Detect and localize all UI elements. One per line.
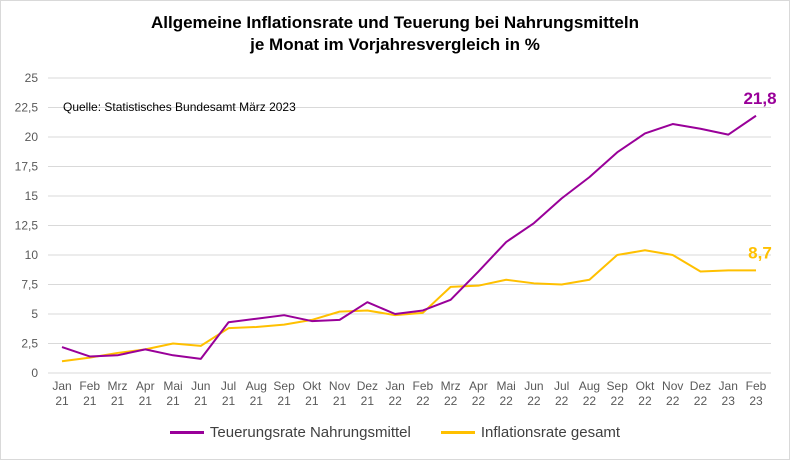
x-tick-label: Mrz <box>108 379 128 393</box>
x-tick-label: 21 <box>305 394 319 408</box>
x-tick-label: 21 <box>139 394 153 408</box>
x-tick-label: 22 <box>444 394 458 408</box>
y-tick-label: 20 <box>25 130 39 144</box>
x-tick-label: 22 <box>499 394 513 408</box>
x-tick-label: Jul <box>554 379 569 393</box>
x-tick-label: Jan <box>52 379 71 393</box>
x-tick-label: 21 <box>250 394 264 408</box>
y-tick-label: 17,5 <box>15 160 39 174</box>
x-tick-label: 22 <box>583 394 597 408</box>
x-tick-label: Nov <box>329 379 350 393</box>
x-tick-label: 22 <box>472 394 486 408</box>
x-tick-label: Dez <box>357 379 378 393</box>
legend-item-inflation: Inflationsrate gesamt <box>440 424 621 441</box>
end-value-label: 8,7 <box>748 243 772 262</box>
x-tick-label: 22 <box>388 394 402 408</box>
x-tick-label: 22 <box>694 394 708 408</box>
legend-swatch <box>440 431 475 434</box>
x-tick-label: Mai <box>496 379 515 393</box>
x-tick-label: 23 <box>749 394 763 408</box>
x-tick-label: Mai <box>163 379 182 393</box>
x-tick-label: Aug <box>246 379 267 393</box>
x-tick-label: Apr <box>469 379 488 393</box>
y-tick-label: 12,5 <box>15 219 39 233</box>
x-tick-label: 21 <box>55 394 69 408</box>
x-tick-label: 22 <box>638 394 652 408</box>
y-tick-label: 10 <box>25 248 39 262</box>
y-tick-label: 15 <box>25 189 39 203</box>
x-tick-label: 21 <box>166 394 180 408</box>
x-tick-label: Jun <box>524 379 543 393</box>
x-tick-label: 22 <box>666 394 680 408</box>
x-tick-label: 21 <box>222 394 236 408</box>
x-tick-label: 21 <box>111 394 125 408</box>
chart-title-line-2: je Monat im Vorjahresvergleich in % <box>250 35 540 54</box>
series-line-inflation <box>61 249 756 363</box>
x-tick-label: Okt <box>636 379 655 393</box>
x-tick-label: 21 <box>361 394 375 408</box>
legend-label: Inflationsrate gesamt <box>480 424 621 441</box>
chart-title-line-1: Allgemeine Inflationsrate und Teuerung b… <box>150 13 639 32</box>
y-tick-label: 25 <box>25 71 39 85</box>
x-tick-label: Aug <box>579 379 600 393</box>
x-tick-label: 23 <box>722 394 736 408</box>
y-tick-label: 7,5 <box>21 278 38 292</box>
legend-item-food: Teuerungsrate Nahrungsmittel <box>169 424 411 441</box>
y-tick-label: 5 <box>31 307 38 321</box>
end-value-label: 21,8 <box>743 89 776 108</box>
y-tick-label: 0 <box>31 366 38 380</box>
x-tick-label: Feb <box>79 379 100 393</box>
x-tick-label: 22 <box>555 394 569 408</box>
plot-area: 02,557,51012,51517,52022,525Jan21Feb21Mr… <box>15 71 777 408</box>
x-tick-label: Feb <box>746 379 767 393</box>
x-tick-label: 21 <box>194 394 208 408</box>
legend: Teuerungsrate Nahrungsmittel Inflationsr… <box>1 424 789 441</box>
x-tick-label: Feb <box>413 379 434 393</box>
x-tick-label: 22 <box>611 394 625 408</box>
y-tick-label: 22,5 <box>15 101 39 115</box>
x-tick-label: Jan <box>385 379 404 393</box>
legend-label: Teuerungsrate Nahrungsmittel <box>209 424 411 441</box>
x-tick-label: Jul <box>221 379 236 393</box>
x-tick-label: 21 <box>333 394 347 408</box>
series-line-food <box>61 114 757 360</box>
x-tick-label: Sep <box>607 379 629 393</box>
x-tick-label: Apr <box>136 379 155 393</box>
legend-swatch <box>169 431 204 434</box>
x-tick-label: Nov <box>662 379 683 393</box>
x-tick-label: 22 <box>416 394 430 408</box>
x-tick-label: Okt <box>303 379 322 393</box>
x-tick-label: Sep <box>273 379 295 393</box>
x-tick-label: Dez <box>690 379 711 393</box>
x-tick-label: 21 <box>83 394 97 408</box>
x-tick-label: Jun <box>191 379 210 393</box>
source-annotation: Quelle: Statistisches Bundesamt März 202… <box>63 100 296 114</box>
y-tick-label: 2,5 <box>21 337 38 351</box>
x-tick-label: Jan <box>719 379 738 393</box>
x-tick-label: 22 <box>527 394 541 408</box>
x-tick-label: Mrz <box>441 379 461 393</box>
x-tick-label: 21 <box>277 394 291 408</box>
